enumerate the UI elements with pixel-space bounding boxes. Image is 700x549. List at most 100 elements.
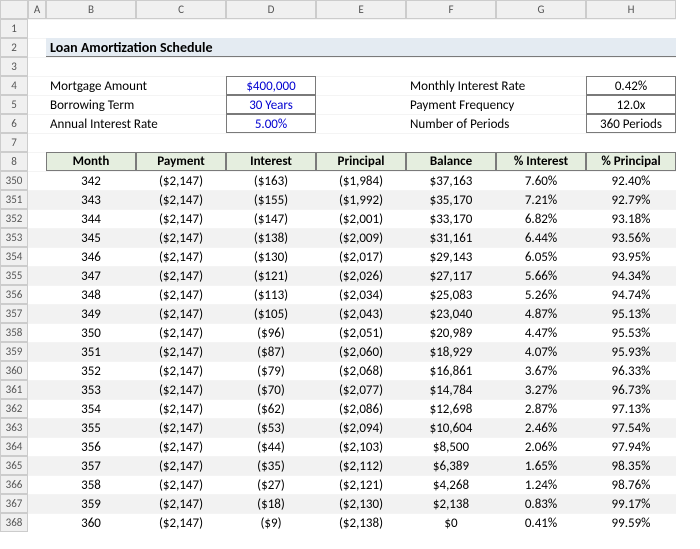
row-header-357[interactable]: 357: [0, 304, 28, 323]
cell-empty: [316, 133, 406, 152]
table-header-month[interactable]: Month: [46, 152, 136, 171]
row-header-5[interactable]: 5: [0, 95, 28, 114]
row-header-353[interactable]: 353: [0, 228, 28, 247]
row-header-358[interactable]: 358: [0, 323, 28, 342]
row-header-359[interactable]: 359: [0, 342, 28, 361]
principal-cell: ($1,984): [316, 171, 406, 190]
interest-cell: ($96): [226, 323, 316, 342]
table-header-balance[interactable]: Balance: [406, 152, 496, 171]
row-header-2[interactable]: 2: [0, 38, 28, 57]
payment-cell: ($2,147): [136, 342, 226, 361]
pct-principal-cell: 94.74%: [586, 285, 676, 304]
mortgage-amount-value[interactable]: $400,000: [226, 76, 316, 95]
row-header-350[interactable]: 350: [0, 171, 28, 190]
cell-a5: [28, 95, 46, 114]
table-header-interest[interactable]: Interest: [226, 152, 316, 171]
column-header-c[interactable]: C: [136, 0, 226, 19]
month-cell: 349: [46, 304, 136, 323]
month-cell: 354: [46, 399, 136, 418]
payment-cell: ($2,147): [136, 266, 226, 285]
pct-interest-cell: 2.46%: [496, 418, 586, 437]
cell-empty: [46, 19, 136, 38]
payment-cell: ($2,147): [136, 494, 226, 513]
principal-cell: ($2,103): [316, 437, 406, 456]
table-header-principal[interactable]: Principal: [316, 152, 406, 171]
principal-cell: ($2,060): [316, 342, 406, 361]
monthly-rate-label: Monthly Interest Rate: [406, 76, 586, 95]
row-header-366[interactable]: 366: [0, 475, 28, 494]
row-header-360[interactable]: 360: [0, 361, 28, 380]
borrowing-term-label: Borrowing Term: [46, 95, 226, 114]
row-header-367[interactable]: 367: [0, 494, 28, 513]
cell-a-360: [28, 361, 46, 380]
principal-cell: ($2,077): [316, 380, 406, 399]
principal-cell: ($2,112): [316, 456, 406, 475]
column-header-a[interactable]: A: [28, 0, 46, 19]
table-header--interest[interactable]: % Interest: [496, 152, 586, 171]
row-header-356[interactable]: 356: [0, 285, 28, 304]
column-header-g[interactable]: G: [496, 0, 586, 19]
annual-rate-label: Annual Interest Rate: [46, 114, 226, 133]
row-header-362[interactable]: 362: [0, 399, 28, 418]
row-header-361[interactable]: 361: [0, 380, 28, 399]
row-header-363[interactable]: 363: [0, 418, 28, 437]
row-header-6[interactable]: 6: [0, 114, 28, 133]
payment-frequency-value[interactable]: 12.0x: [586, 95, 676, 114]
monthly-rate-value[interactable]: 0.42%: [586, 76, 676, 95]
balance-cell: $25,083: [406, 285, 496, 304]
row-header-365[interactable]: 365: [0, 456, 28, 475]
cell-a-357: [28, 304, 46, 323]
row-header-352[interactable]: 352: [0, 209, 28, 228]
cell-empty: [28, 133, 46, 152]
column-header-h[interactable]: H: [586, 0, 676, 19]
pct-principal-cell: 93.18%: [586, 209, 676, 228]
column-header-b[interactable]: B: [46, 0, 136, 19]
row-header-1[interactable]: 1: [0, 19, 28, 38]
pct-principal-cell: 96.73%: [586, 380, 676, 399]
cell-a-368: [28, 513, 46, 532]
payment-cell: ($2,147): [136, 513, 226, 532]
column-header-d[interactable]: D: [226, 0, 316, 19]
pct-principal-cell: 97.13%: [586, 399, 676, 418]
row-header-351[interactable]: 351: [0, 190, 28, 209]
cell-empty: [586, 57, 676, 76]
pct-principal-cell: 95.93%: [586, 342, 676, 361]
balance-cell: $37,163: [406, 171, 496, 190]
column-header-f[interactable]: F: [406, 0, 496, 19]
cell-a-365: [28, 456, 46, 475]
pct-interest-cell: 7.21%: [496, 190, 586, 209]
principal-cell: ($2,034): [316, 285, 406, 304]
interest-cell: ($70): [226, 380, 316, 399]
number-periods-value[interactable]: 360 Periods: [586, 114, 676, 133]
balance-cell: $10,604: [406, 418, 496, 437]
cell-empty: [316, 57, 406, 76]
row-header-364[interactable]: 364: [0, 437, 28, 456]
month-cell: 342: [46, 171, 136, 190]
row-header-4[interactable]: 4: [0, 76, 28, 95]
row-header-3[interactable]: 3: [0, 57, 28, 76]
payment-cell: ($2,147): [136, 380, 226, 399]
row-header-354[interactable]: 354: [0, 247, 28, 266]
table-header-payment[interactable]: Payment: [136, 152, 226, 171]
pct-interest-cell: 6.05%: [496, 247, 586, 266]
interest-cell: ($27): [226, 475, 316, 494]
row-header-7[interactable]: 7: [0, 133, 28, 152]
row-header-8[interactable]: 8: [0, 152, 28, 171]
cell-empty: [406, 133, 496, 152]
table-header--principal[interactable]: % Principal: [586, 152, 676, 171]
row-header-368[interactable]: 368: [0, 513, 28, 532]
principal-cell: ($2,068): [316, 361, 406, 380]
cell-a-352: [28, 209, 46, 228]
balance-cell: $35,170: [406, 190, 496, 209]
corner-cell: [0, 0, 28, 19]
month-cell: 348: [46, 285, 136, 304]
cell-e6: [316, 114, 406, 133]
row-header-355[interactable]: 355: [0, 266, 28, 285]
borrowing-term-value[interactable]: 30 Years: [226, 95, 316, 114]
column-header-e[interactable]: E: [316, 0, 406, 19]
pct-interest-cell: 5.66%: [496, 266, 586, 285]
pct-principal-cell: 99.59%: [586, 513, 676, 532]
pct-principal-cell: 95.53%: [586, 323, 676, 342]
annual-rate-value[interactable]: 5.00%: [226, 114, 316, 133]
month-cell: 356: [46, 437, 136, 456]
